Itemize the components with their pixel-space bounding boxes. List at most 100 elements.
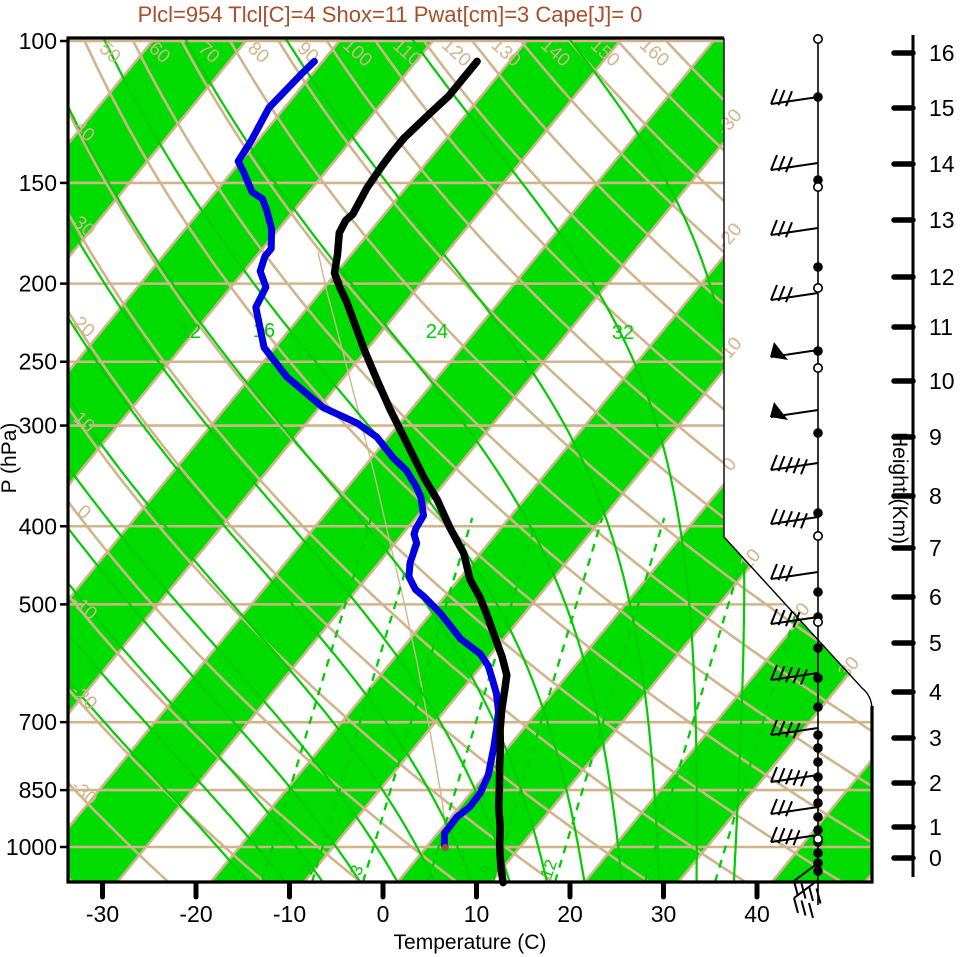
wind-barb [770,402,819,420]
svg-text:80: 80 [243,38,273,68]
svg-text:1: 1 [929,814,942,840]
temperature-axis-title: Temperature (C) [394,931,547,954]
sounding-level-dot [813,730,823,740]
svg-text:400: 400 [19,513,57,539]
sounding-level-dot [813,812,823,822]
sounding-level-circle [812,833,823,844]
svg-text:10: 10 [464,901,490,927]
svg-text:32: 32 [612,322,634,344]
svg-text:850: 850 [19,777,57,803]
wind-barb [770,342,819,360]
sounding-level-circle [812,33,823,44]
svg-text:3: 3 [346,862,367,877]
svg-text:7: 7 [929,535,942,561]
sounding-level-dot [813,743,823,753]
sounding-level-dot [813,428,823,438]
plot-frame [66,36,874,884]
svg-text:-30: -30 [86,901,119,927]
wind-barb [770,284,819,303]
temperature-axis: -30 -20 -10 0 10 20 30 40 [86,880,770,927]
svg-text:20: 20 [557,901,583,927]
sounding-level-dot [813,346,823,356]
svg-text:6: 6 [929,584,942,610]
sounding-level-dot [813,262,823,272]
svg-text:0: 0 [718,454,741,476]
sounding-level-dot [813,858,823,868]
sounding-level-dot [813,866,823,876]
sounding-level-dot [813,785,823,795]
svg-text:200: 200 [19,271,57,297]
svg-text:-10: -10 [273,901,306,927]
wind-barb [770,454,819,475]
svg-text:300: 300 [19,413,57,439]
wind-barb [770,664,819,685]
surface-dewpoint-marker [441,843,449,851]
svg-text:13: 13 [929,207,955,233]
svg-text:15: 15 [929,95,955,121]
svg-text:2: 2 [929,770,942,796]
svg-text:12: 12 [179,321,201,343]
svg-text:9: 9 [929,424,942,450]
svg-text:20: 20 [69,312,99,342]
svg-text:10: 10 [929,368,955,394]
wind-barb [770,154,819,173]
temperature-curve [330,57,511,887]
chart-title: Plcl=954 Tlcl[C]=4 Shox=11 Pwat[cm]=3 Ca… [138,2,643,27]
svg-text:12: 12 [929,264,955,290]
sounding-level-dot [813,673,823,683]
isotherm-lines [68,38,872,882]
sounding-level-circle [812,182,823,193]
svg-text:100: 100 [19,28,57,54]
wind-barb [770,826,819,846]
sounding-level-dot [813,508,823,518]
svg-text:0: 0 [377,901,390,927]
sounding-level-circle [812,530,823,541]
wind-barb [793,862,822,904]
height-axis-title: Height (Km) [888,432,911,544]
sounding-level-dot [813,175,823,185]
svg-text:250: 250 [19,349,57,375]
svg-text:14: 14 [929,151,955,177]
svg-text:3: 3 [929,725,942,751]
sounding-level-dot [813,848,823,858]
svg-text:8: 8 [929,483,942,509]
sounding-level-dot [813,772,823,782]
svg-text:0: 0 [929,845,942,871]
sounding-level-dot [813,757,823,767]
svg-text:11: 11 [929,314,953,340]
svg-text:700: 700 [19,709,57,735]
svg-text:30: 30 [651,901,677,927]
wind-barb [770,608,819,628]
sounding-level-dot [813,587,823,597]
svg-text:24: 24 [426,321,448,343]
sounding-level-circle [812,282,823,293]
svg-text:150: 150 [19,170,57,196]
wind-barb [770,719,819,739]
svg-text:40: 40 [744,901,770,927]
svg-text:-20: -20 [713,219,747,254]
sounding-level-dot [813,702,823,712]
pressure-axis-title: P (hPa) [0,423,21,494]
sounding-level-dot [813,825,823,835]
svg-text:5: 5 [929,630,942,656]
pressure-axis: 100 150 200 250 300 400 500 700 850 1000 [6,28,68,860]
sounding-level-dot [813,798,823,808]
svg-text:500: 500 [19,591,57,617]
wind-barb [770,563,819,582]
svg-text:-20: -20 [179,901,212,927]
wind-barb [793,879,819,919]
wind-barb [770,766,819,787]
svg-text:4: 4 [929,679,942,705]
parcel-trace-line [317,251,449,850]
svg-text:50: 50 [95,38,125,68]
wind-barb [770,798,819,817]
svg-text:16: 16 [929,40,955,66]
sounding-level-dot [813,92,823,102]
svg-text:1000: 1000 [6,834,57,860]
wind-barb [770,508,819,529]
sounding-level-circle [812,362,823,373]
sounding-level-circle [812,616,823,627]
